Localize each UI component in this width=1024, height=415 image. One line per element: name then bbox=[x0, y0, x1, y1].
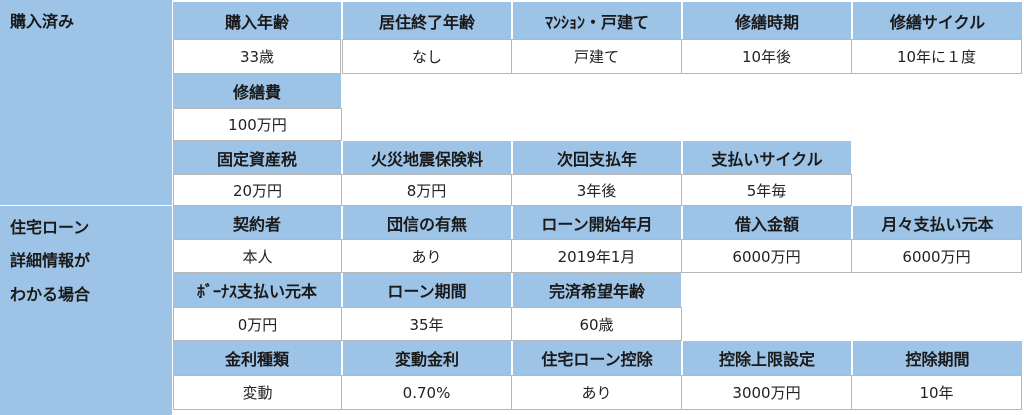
header-bonus-principal: ﾎﾞｰﾅｽ支払い元本 bbox=[173, 273, 341, 307]
value-next-payment-year: 3年後 bbox=[511, 174, 682, 206]
row-label-column bbox=[0, 0, 172, 415]
value-bonus-principal: 0万円 bbox=[173, 307, 342, 341]
header-mortgage-deduction: 住宅ローン控除 bbox=[513, 341, 681, 375]
value-payment-cycle: 5年毎 bbox=[681, 174, 852, 206]
section-label-loan: 住宅ローン bbox=[10, 218, 90, 237]
header-payoff-age: 完済希望年齢 bbox=[513, 273, 681, 307]
header-monthly-principal: 月々支払い元本 bbox=[853, 206, 1022, 239]
header-repair-cost: 修繕費 bbox=[173, 74, 341, 108]
header-next-payment-year: 次回支払年 bbox=[513, 141, 681, 174]
header-fire-insurance: 火災地震保険料 bbox=[343, 141, 511, 174]
value-contractor: 本人 bbox=[173, 239, 342, 273]
header-repair-cycle: 修繕サイクル bbox=[853, 2, 1022, 39]
header-property-tax: 固定資産税 bbox=[173, 141, 341, 174]
header-house-type: ﾏﾝｼｮﾝ・戸建て bbox=[513, 2, 681, 39]
section-label-detail: 詳細情報が bbox=[10, 251, 91, 270]
header-deduction-limit: 控除上限設定 bbox=[683, 341, 851, 375]
value-property-tax: 20万円 bbox=[173, 174, 342, 206]
value-group-credit-insurance: あり bbox=[341, 239, 512, 273]
section-divider bbox=[0, 205, 172, 206]
section-label-known: わかる場合 bbox=[10, 285, 91, 304]
header-purchase-age: 購入年齢 bbox=[173, 2, 341, 39]
value-variable-rate: 0.70% bbox=[341, 375, 512, 410]
value-loan-amount: 6000万円 bbox=[681, 239, 852, 273]
header-residence-end-age: 居住終了年齢 bbox=[343, 2, 511, 39]
header-loan-amount: 借入金額 bbox=[683, 206, 851, 239]
value-interest-type: 変動 bbox=[173, 375, 342, 410]
value-mortgage-deduction: あり bbox=[511, 375, 682, 410]
value-loan-period: 35年 bbox=[341, 307, 512, 341]
value-payoff-age: 60歳 bbox=[511, 307, 682, 341]
header-group-credit-insurance: 団信の有無 bbox=[343, 206, 511, 239]
header-variable-rate: 変動金利 bbox=[343, 341, 511, 375]
header-repair-timing: 修繕時期 bbox=[683, 2, 851, 39]
value-deduction-limit: 3000万円 bbox=[681, 375, 852, 410]
value-fire-insurance: 8万円 bbox=[341, 174, 512, 206]
value-purchase-age: 33歳 bbox=[173, 39, 341, 74]
header-payment-cycle: 支払いサイクル bbox=[683, 141, 851, 174]
value-deduction-period: 10年 bbox=[851, 375, 1022, 410]
value-residence-end-age: なし bbox=[342, 39, 512, 74]
header-contractor: 契約者 bbox=[173, 206, 341, 239]
value-repair-timing: 10年後 bbox=[681, 39, 852, 74]
header-deduction-period: 控除期間 bbox=[853, 341, 1022, 375]
value-repair-cost: 100万円 bbox=[173, 108, 342, 141]
value-loan-start: 2019年1月 bbox=[511, 239, 682, 273]
header-interest-type: 金利種類 bbox=[173, 341, 341, 375]
value-monthly-principal: 6000万円 bbox=[851, 239, 1022, 273]
section-label-purchased: 購入済み bbox=[10, 12, 75, 31]
value-repair-cycle: 10年に１度 bbox=[851, 39, 1022, 74]
header-loan-start: ローン開始年月 bbox=[513, 206, 681, 239]
value-house-type: 戸建て bbox=[511, 39, 682, 74]
header-loan-period: ローン期間 bbox=[343, 273, 511, 307]
